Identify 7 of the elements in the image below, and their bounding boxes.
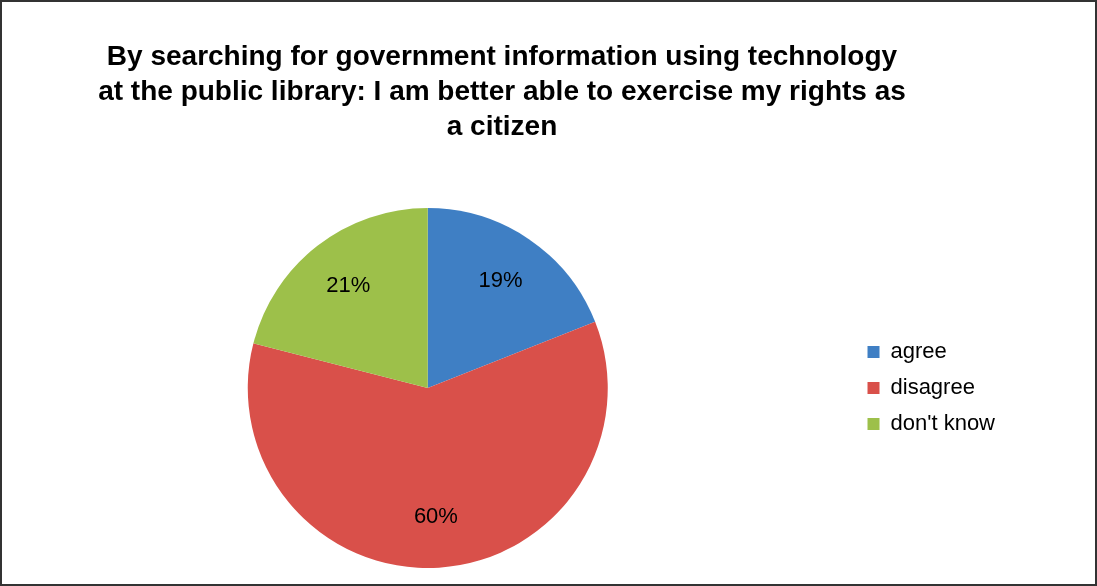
legend-label: agree: [890, 338, 947, 364]
data-label: 21%: [326, 271, 371, 297]
legend-label: don't know: [890, 410, 996, 436]
chart-title: By searching for government information using technology at the public library: I am better able to exercise my rights as a citizen: [97, 39, 907, 143]
data-label: 60%: [413, 503, 458, 529]
legend-label: disagree: [890, 374, 975, 400]
data-label: 19%: [478, 266, 523, 292]
